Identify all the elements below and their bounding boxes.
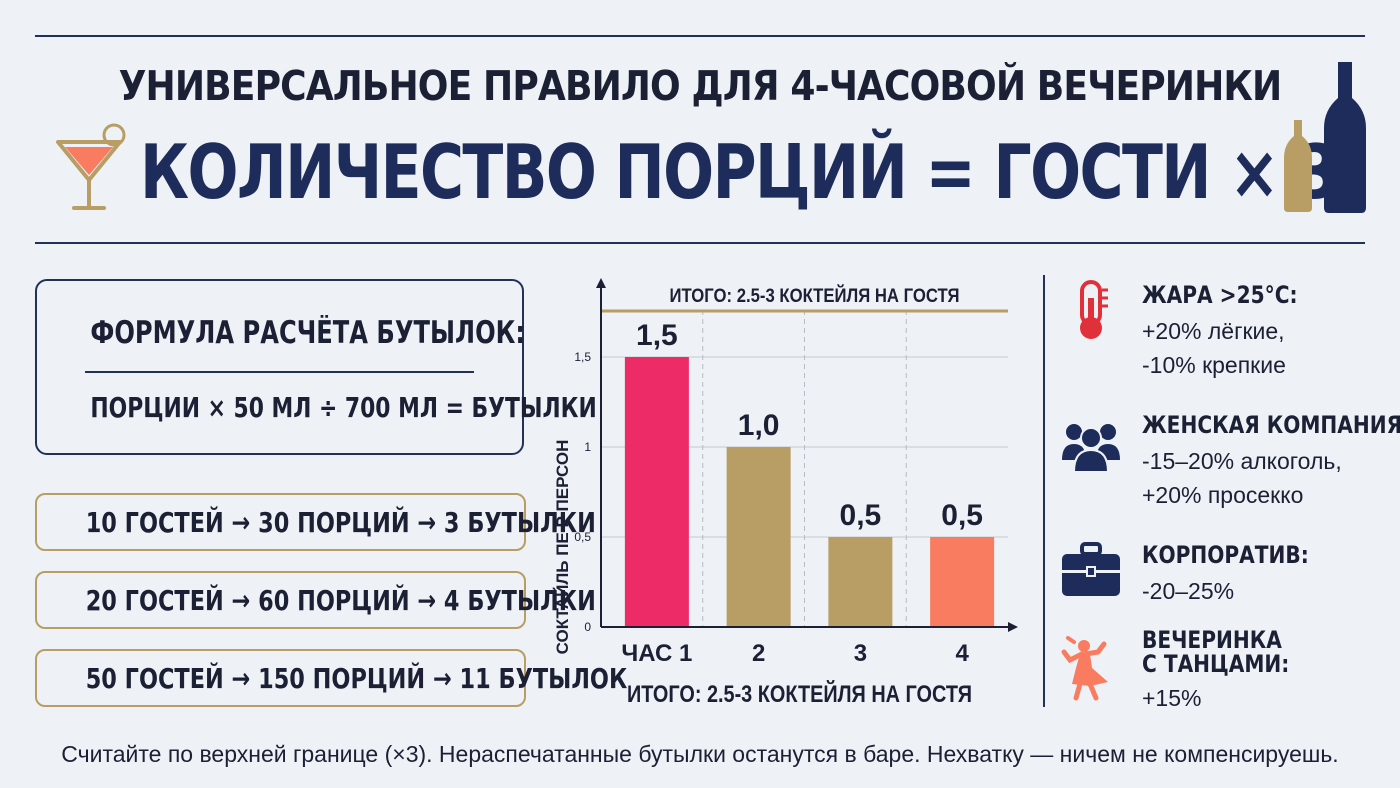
factor-line: -20–25%: [1142, 578, 1235, 604]
y-tick-label: 1,5: [574, 350, 591, 364]
factor-line: +20% просекко: [1142, 482, 1304, 508]
factor-line: +20% лёгкие,: [1142, 318, 1285, 344]
bar: [726, 447, 791, 627]
bar-value-label: 1,0: [738, 409, 780, 442]
factor-line: -15–20% алкоголь,: [1142, 448, 1342, 474]
formula-title: ФОРМУЛА РАСЧЁТА БУТЫЛОК:: [90, 315, 526, 351]
factor-title-line1: ВЕЧЕРИНКА: [1142, 626, 1282, 654]
y-axis-label: СОКТАЙЛЬ ПЕ Р ПЕРСОН: [553, 440, 572, 655]
group-icon: [1062, 424, 1120, 473]
x-tick-label: 3: [854, 640, 867, 667]
formula-text: ПОРЦИИ × 50 МЛ ÷ 700 МЛ = БУТЫЛКИ: [90, 391, 597, 424]
header-divider: [35, 242, 1365, 244]
dancer-icon: [1061, 636, 1108, 701]
factor-title: ЖАРА >25°C:: [1142, 281, 1298, 309]
factor-dance-party: ВЕЧЕРИНКА С ТАНЦАМИ: +15%: [1060, 625, 1390, 715]
bar: [828, 537, 893, 627]
page-title: КОЛИЧЕСТВО ПОРЦИЙ = ГОСТИ × 3: [140, 128, 1339, 216]
x-tick-label: 2: [752, 640, 765, 667]
factor-line: -10% крепкие: [1142, 352, 1286, 378]
x-axis-arrow: [1008, 622, 1018, 632]
x-axis-label: ИТОГО: 2.5-3 КОКТЕЙЛЯ НА ГОСТЯ: [627, 680, 972, 708]
x-tick-label: ЧАС 1: [621, 640, 692, 667]
bottles-icon: [1284, 62, 1366, 213]
bar: [624, 357, 689, 627]
y-tick-label: 1: [584, 440, 591, 454]
example-card: 20 ГОСТЕЙ → 60 ПОРЦИЙ → 4 БУТЫЛКИ: [35, 571, 596, 629]
example-card: 50 ГОСТЕЙ → 150 ПОРЦИЙ → 11 БУТЫЛОК: [35, 649, 628, 707]
factor-title: КОРПОРАТИВ:: [1142, 541, 1309, 569]
briefcase-icon: [1062, 542, 1120, 596]
footer-note: Считайте по верхней границе (×3). Нерасп…: [61, 741, 1339, 767]
y-tick-label: 0: [584, 620, 591, 634]
y-tick-label: 0,5: [574, 530, 591, 544]
column-divider: [1043, 275, 1045, 707]
cocktail-icon: [56, 123, 126, 210]
factor-line: +15%: [1142, 685, 1202, 711]
example-text: 10 ГОСТЕЙ → 30 ПОРЦИЙ → 3 БУТЫЛКИ: [85, 506, 596, 539]
consumption-bar-chart: 0 0,5 1 1,5 ИТОГО: 2.5-3 КОКТЕЙЛЯ НА ГОСТЯ 1,…: [553, 278, 1018, 708]
bar-value-label: 0,5: [840, 499, 882, 532]
thermometer-icon: [1080, 280, 1108, 339]
y-axis-arrow: [596, 278, 606, 288]
factor-title-line2: С ТАНЦАМИ:: [1142, 650, 1290, 678]
formula-divider: [85, 371, 474, 373]
example-text: 20 ГОСТЕЙ → 60 ПОРЦИЙ → 4 БУТЫЛКИ: [85, 584, 596, 617]
bar-value-label: 1,5: [636, 319, 678, 352]
factor-corporate: КОРПОРАТИВ: -20–25%: [1060, 540, 1390, 610]
formula-card: ФОРМУЛА РАСЧЁТА БУТЫЛОК: ПОРЦИИ × 50 МЛ …: [35, 279, 597, 455]
reference-line-label: ИТОГО: 2.5-3 КОКТЕЙЛЯ НА ГОСТЯ: [670, 285, 960, 307]
factor-title: ВЕЧЕРИНКА С ТАНЦАМИ:: [1142, 625, 1289, 679]
x-tick-label: 4: [955, 640, 969, 667]
bar: [930, 537, 995, 627]
page-subtitle: УНИВЕРСАЛЬНОЕ ПРАВИЛО ДЛЯ 4-ЧАСОВОЙ ВЕЧЕ…: [118, 62, 1283, 110]
example-card: 10 ГОСТЕЙ → 30 ПОРЦИЙ → 3 БУТЫЛКИ: [35, 493, 596, 551]
bar-value-label: 0,5: [941, 499, 983, 532]
factor-title: ЖЕНСКАЯ КОМПАНИЯ:: [1142, 411, 1400, 439]
example-text: 50 ГОСТЕЙ → 150 ПОРЦИЙ → 11 БУТЫЛОК: [85, 662, 628, 695]
factor-female-company: ЖЕНСКАЯ КОМПАНИЯ: -15–20% алкоголь, +20%…: [1060, 410, 1400, 510]
factor-heat: ЖАРА >25°C: +20% лёгкие, -10% крепкие: [1060, 280, 1390, 380]
top-divider: [35, 35, 1365, 37]
